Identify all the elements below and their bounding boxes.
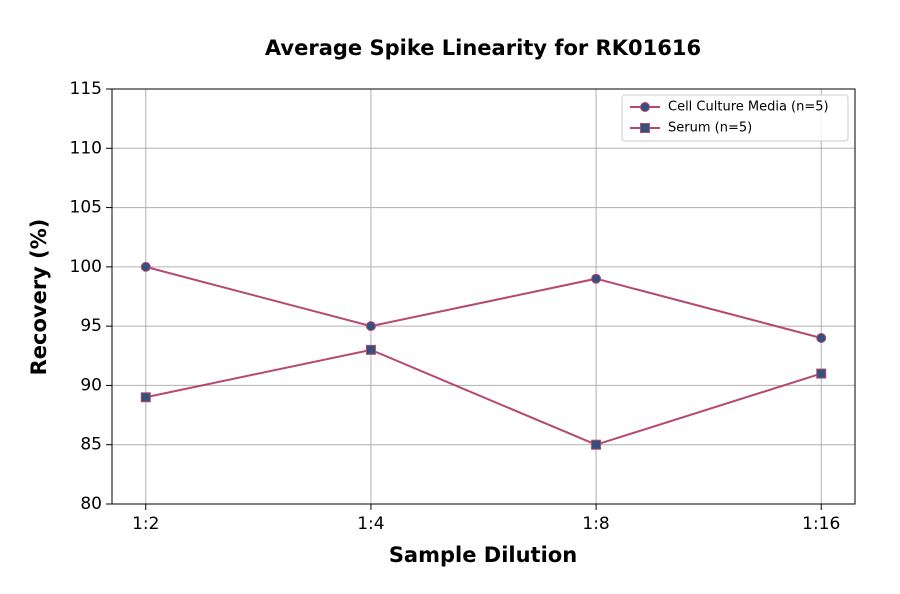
y-tick-label: 100	[70, 257, 102, 277]
marker	[816, 368, 827, 379]
y-tick-label: 105	[70, 198, 102, 218]
x-tick-label: 1:16	[802, 514, 840, 534]
y-tick-label: 80	[80, 494, 102, 514]
marker	[140, 392, 151, 403]
marker	[640, 123, 650, 133]
series-line	[145, 265, 822, 339]
y-tick-label: 85	[80, 435, 102, 455]
y-axis-label: Recovery (%)	[27, 219, 51, 376]
legend-label: Serum (n=5)	[668, 121, 752, 136]
marker	[816, 333, 827, 343]
x-tick-label: 1:2	[132, 514, 159, 534]
y-tick-label: 115	[70, 79, 102, 99]
x-axis-label: Sample Dilution	[389, 543, 577, 567]
marker	[365, 321, 376, 332]
series-line	[145, 348, 822, 446]
marker	[591, 273, 602, 284]
y-tick-label: 95	[80, 316, 102, 336]
plot-frame	[111, 88, 856, 505]
marker	[591, 439, 602, 450]
marker	[140, 261, 151, 272]
marker	[640, 102, 650, 112]
chart-title: Average Spike Linearity for RK01616	[265, 36, 701, 60]
marker	[365, 344, 376, 355]
y-tick-label: 90	[80, 375, 102, 395]
legend-box	[621, 94, 849, 142]
x-tick-label: 1:4	[357, 514, 384, 534]
x-tick-label: 1:8	[582, 514, 609, 534]
legend-label: Cell Culture Media (n=5)	[668, 100, 829, 115]
y-tick-label: 110	[70, 138, 102, 158]
legend: Cell Culture Media (n=5) Serum (n=5)	[621, 94, 849, 142]
